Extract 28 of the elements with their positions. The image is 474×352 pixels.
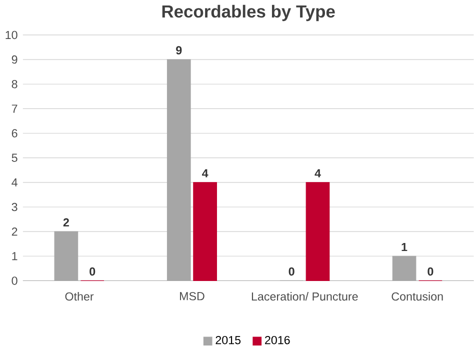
data-label: 0 [90,267,96,276]
chart-title: Recordables by Type [162,4,335,22]
y-tick-label: 9 [12,55,18,64]
data-label: 0 [288,267,294,276]
y-tick-label: 4 [12,178,18,186]
x-tick-label: Laceration/ Puncture [252,292,358,301]
x-tick-label: Contusion [392,292,443,301]
y-tick-label: 6 [12,129,18,138]
data-label: 1 [402,242,408,251]
y-tick-label: 8 [12,80,18,88]
data-label: 9 [176,46,182,54]
bar [306,182,330,281]
y-tick-label: 0 [12,276,18,285]
y-tick-label: 2 [12,227,18,236]
x-tick-label: Other [65,292,94,301]
data-label: 2 [63,218,69,226]
y-tick-label: 7 [12,104,18,113]
y-tick-label: 5 [12,154,18,162]
data-label: 0 [428,267,434,276]
data-label: 4 [314,169,321,178]
legend-label: 2015 [216,336,241,344]
data-label: 4 [202,169,208,178]
y-tick-label: 1 [12,252,18,260]
bar [193,182,217,281]
x-tick-label: MSD [180,292,204,300]
y-tick-label: 10 [6,30,18,40]
y-tick-label: 3 [12,202,18,212]
legend-label: 2016 [265,336,290,344]
